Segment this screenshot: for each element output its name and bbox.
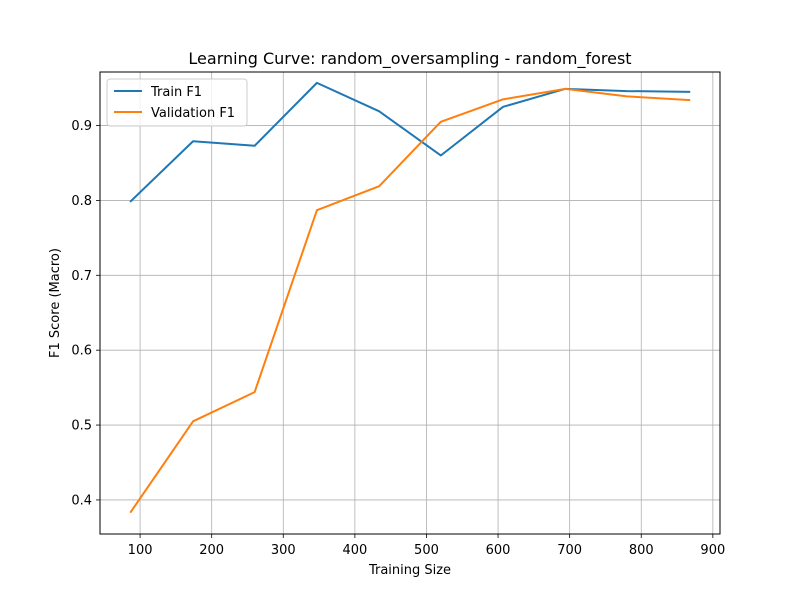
x-tick-label: 600 <box>486 543 511 558</box>
x-tick-label: 300 <box>271 543 296 558</box>
x-tick-label: 700 <box>557 543 582 558</box>
y-tick-label: 0.7 <box>71 269 92 284</box>
y-tick-label: 0.9 <box>71 119 92 134</box>
legend: Train F1 Validation F1 <box>106 78 248 127</box>
x-tick-label: 400 <box>342 543 367 558</box>
x-tick-label: 800 <box>629 543 654 558</box>
x-axis-label: Training Size <box>368 563 451 578</box>
y-tick-label: 0.8 <box>71 194 92 209</box>
y-tick-label: 0.6 <box>71 344 92 359</box>
chart-title: Learning Curve: random_oversampling - ra… <box>188 49 631 69</box>
grid-lines <box>100 72 720 534</box>
y-tick-label: 0.5 <box>71 419 92 434</box>
series-line-validation-f1 <box>129 87 691 514</box>
x-tick-label: 100 <box>128 543 153 558</box>
legend-train-f1-label: Train F1 <box>150 85 202 100</box>
x-axis-ticks: 100 200 300 400 500 600 700 800 900 <box>128 534 725 558</box>
x-tick-label: 900 <box>700 543 725 558</box>
x-tick-label: 200 <box>199 543 224 558</box>
series-lines <box>129 81 691 514</box>
y-tick-label: 0.4 <box>71 493 92 508</box>
series-line-train-f1 <box>129 81 691 203</box>
y-axis-label: F1 Score (Macro) <box>48 248 63 358</box>
plot-frame <box>99 71 721 535</box>
legend-validation-f1-label: Validation F1 <box>151 106 235 121</box>
x-tick-label: 500 <box>414 543 439 558</box>
y-axis-ticks: 0.4 0.5 0.6 0.7 0.8 0.9 <box>71 119 100 508</box>
